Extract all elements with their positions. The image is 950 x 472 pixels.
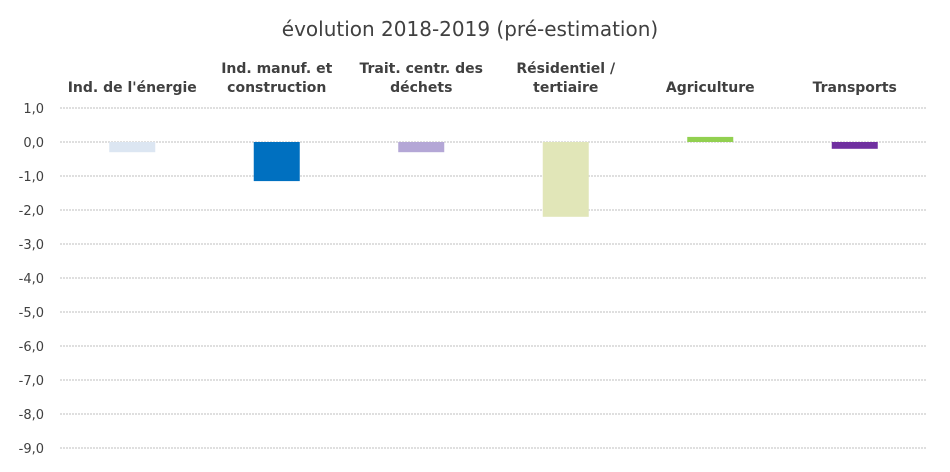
category-label: Trait. centr. des xyxy=(360,61,483,77)
category-label: construction xyxy=(227,80,326,96)
category-label: Ind. de l'énergie xyxy=(68,80,197,96)
y-tick-label: -1,0 xyxy=(19,170,44,185)
y-tick-label: 1,0 xyxy=(23,102,44,117)
y-tick-label: -6,0 xyxy=(19,340,44,355)
y-tick-label: -8,0 xyxy=(19,408,44,423)
y-tick-label: -3,0 xyxy=(19,238,44,253)
gridlines xyxy=(60,107,927,449)
y-tick-label: 0,0 xyxy=(23,136,44,151)
y-tick-label: -4,0 xyxy=(19,272,44,287)
category-label: Agriculture xyxy=(666,80,755,96)
bars xyxy=(109,136,878,217)
bar xyxy=(831,142,878,149)
category-label: Résidentiel / xyxy=(516,61,616,77)
y-axis-ticks: 1,0 0,0 -1,0 -2,0 -3,0 -4,0 -5,0 -6,0 -7,0 -8,0 -9… xyxy=(19,102,44,457)
bar xyxy=(687,136,734,142)
bar xyxy=(253,142,300,182)
y-tick-label: -2,0 xyxy=(19,204,44,219)
y-tick-label: -9,0 xyxy=(19,442,44,457)
category-labels: Ind. de l'énergie Ind. manuf. et construct… xyxy=(68,61,897,96)
bar xyxy=(542,142,589,217)
y-tick-label: -5,0 xyxy=(19,306,44,321)
category-label: Transports xyxy=(813,80,897,96)
bar xyxy=(109,142,156,153)
bar xyxy=(398,142,445,153)
category-label: tertiaire xyxy=(533,80,598,96)
category-label: Ind. manuf. et xyxy=(221,61,332,77)
y-tick-label: -7,0 xyxy=(19,374,44,389)
chart-title: évolution 2018-2019 (pré-estimation) xyxy=(282,17,658,41)
category-label: déchets xyxy=(390,80,452,96)
